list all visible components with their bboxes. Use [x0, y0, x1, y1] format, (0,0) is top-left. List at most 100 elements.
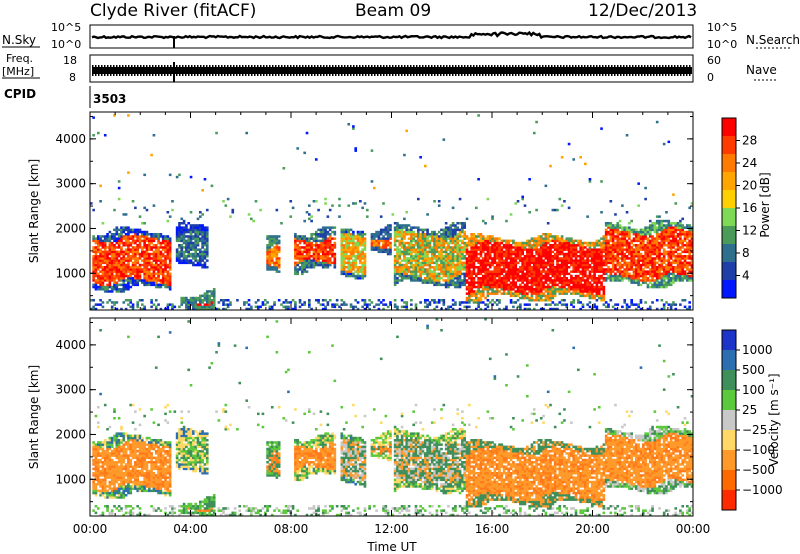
range-cell [595, 266, 599, 269]
range-cell [586, 252, 589, 256]
range-cell [359, 257, 362, 260]
range-cell [481, 246, 485, 249]
range-cell [120, 257, 123, 260]
range-cell [90, 307, 93, 311]
range-cell [523, 283, 527, 287]
range-cell [570, 303, 573, 306]
range-cell [639, 274, 643, 278]
range-cell [481, 288, 485, 291]
range-cell [621, 250, 624, 254]
range-cell [423, 301, 427, 304]
range-cell [623, 257, 627, 260]
range-cell [621, 274, 624, 278]
range-cell [621, 248, 624, 251]
range-cell [542, 259, 545, 262]
range-cell [303, 266, 306, 269]
range-cell [115, 263, 119, 267]
range-cell [577, 299, 580, 302]
range-cell [593, 290, 596, 293]
nave-sample [212, 65, 214, 76]
range-cell [639, 259, 643, 262]
range-cell [495, 279, 499, 282]
range-cell [115, 288, 119, 291]
range-cell [595, 257, 599, 260]
range-cell [498, 277, 501, 280]
range-cell [498, 274, 501, 278]
range-cell [342, 244, 346, 247]
range-cell [625, 241, 629, 245]
range-cell [433, 279, 436, 282]
range-cell [468, 268, 471, 271]
range-cell [435, 246, 439, 249]
range-cell [549, 233, 552, 236]
range-cell [180, 250, 184, 254]
range-cell [623, 235, 627, 238]
range-cell [600, 180, 603, 183]
range-cell [588, 290, 592, 293]
range-cell [175, 248, 179, 251]
range-cell [308, 305, 311, 309]
range-cell [122, 237, 126, 240]
range-cell [324, 226, 327, 229]
range-cell [96, 285, 100, 289]
range-cell [472, 279, 476, 282]
range-cell [635, 274, 638, 278]
range-cell [141, 235, 144, 238]
range-cell [94, 239, 98, 243]
range-cell [463, 274, 467, 278]
range-cell [159, 255, 163, 258]
range-cell [340, 241, 344, 245]
range-cell [458, 261, 462, 265]
range-cell [143, 252, 146, 256]
range-cell [577, 268, 580, 271]
range-cell [150, 281, 153, 284]
range-cell [317, 208, 320, 212]
range-cell [277, 257, 281, 260]
range-cell [199, 237, 202, 240]
range-cell [602, 296, 606, 300]
range-cell [512, 263, 515, 267]
range-cell [530, 270, 534, 273]
range-cell [124, 252, 128, 256]
range-cell [122, 257, 126, 260]
range-cell [377, 230, 381, 234]
range-cell [159, 266, 163, 269]
range-cell [412, 279, 415, 282]
range-cell [461, 266, 464, 269]
range-cell [94, 259, 98, 262]
range-cell [303, 261, 306, 265]
range-cell [544, 285, 548, 289]
range-cell [321, 252, 325, 256]
range-cell [542, 246, 545, 249]
range-cell [354, 305, 358, 309]
range-cell [465, 305, 469, 309]
range-cell [628, 257, 631, 260]
range-cell [301, 259, 304, 262]
range-cell [470, 233, 473, 236]
range-cell [143, 281, 146, 284]
nave-sample [188, 65, 190, 76]
range-cell [157, 274, 160, 278]
range-cell [604, 279, 608, 282]
range-cell [546, 274, 550, 278]
range-cell [607, 230, 610, 234]
range-cell [528, 303, 531, 306]
range-cell [607, 266, 610, 269]
nave-sample [590, 65, 592, 76]
range-cell [590, 261, 594, 265]
range-cell [532, 261, 536, 265]
range-cell [175, 228, 179, 232]
range-cell [185, 228, 188, 232]
range-cell [493, 270, 497, 273]
range-cell [581, 288, 585, 291]
range-cell [630, 263, 633, 267]
range-cell [530, 279, 534, 282]
range-cell [354, 237, 358, 240]
range-cell [447, 281, 450, 284]
range-cell [495, 283, 499, 287]
range-cell [456, 261, 460, 265]
range-cell [468, 239, 471, 243]
range-cell [500, 252, 504, 256]
range-cell [449, 233, 453, 236]
range-cell [203, 252, 207, 256]
